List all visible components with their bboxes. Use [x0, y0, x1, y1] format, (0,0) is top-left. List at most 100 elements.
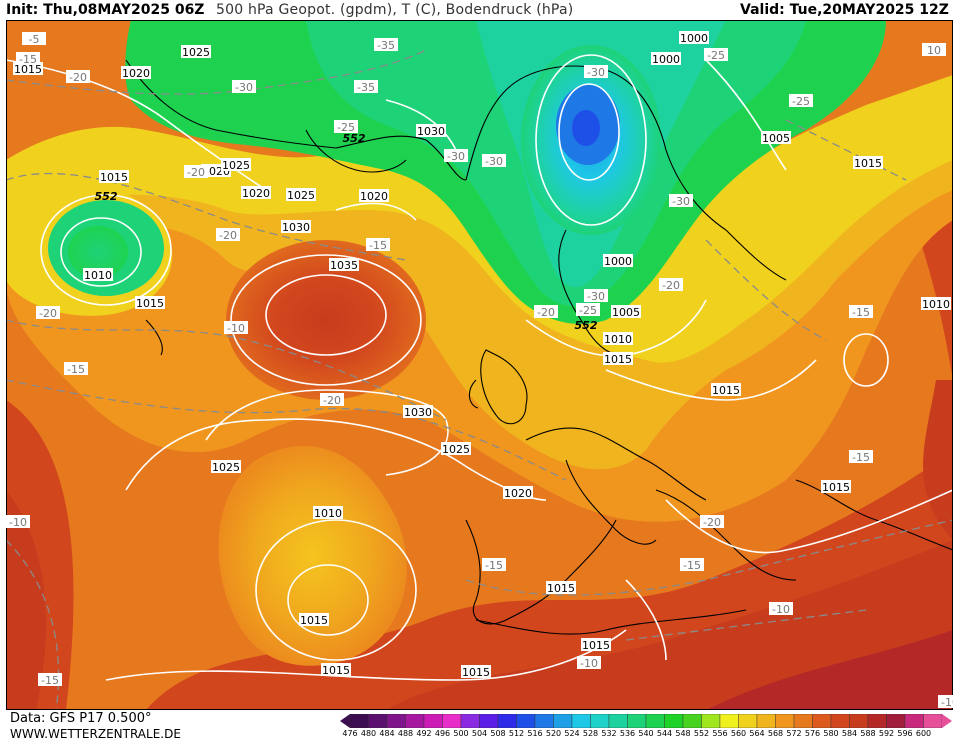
isobar-label: 1015	[13, 62, 43, 76]
legend-value-label: 540	[638, 729, 654, 738]
svg-text:-20: -20	[662, 279, 680, 292]
svg-text:10: 10	[927, 44, 941, 57]
color-legend-labels: 476 480 484 488 492 496 500 504 508 512 516 520 524 5…	[342, 729, 944, 741]
svg-text:-30: -30	[587, 66, 605, 79]
isobar-label: 1025	[441, 442, 471, 456]
isotherm-label: -30	[482, 154, 506, 168]
isobar-label: 1000	[651, 52, 681, 66]
isobar-label: 1030	[281, 220, 311, 234]
legend-value-label: 520	[545, 729, 562, 738]
svg-text:1015: 1015	[100, 171, 128, 184]
svg-text:1025: 1025	[182, 46, 210, 59]
svg-text:-30: -30	[672, 195, 690, 208]
legend-swatch	[812, 714, 832, 728]
isobar-label: 1030	[403, 405, 433, 419]
svg-text:-30: -30	[447, 150, 465, 163]
isobar-label: 1025	[181, 45, 211, 59]
svg-text:-30: -30	[485, 155, 503, 168]
svg-text:1000: 1000	[604, 255, 632, 268]
isobar-label: 1010	[313, 506, 343, 520]
svg-text:1010: 1010	[604, 333, 632, 346]
isotherm-label: -20	[66, 70, 90, 84]
isotherm-label: -10	[577, 656, 601, 670]
website-credit: WWW.WETTERZENTRALE.DE	[10, 727, 181, 741]
svg-text:-15: -15	[19, 53, 37, 66]
isobar-label: 1010	[921, 297, 951, 311]
isotherm-label: -15	[38, 673, 62, 687]
isotherm-label: -35	[374, 38, 398, 52]
field-south-588	[386, 540, 953, 710]
isotherm-label: -30	[232, 80, 256, 94]
svg-text:1025: 1025	[222, 159, 250, 172]
weather-map-canvas: 1025 1015 1020 1020 1025 1015 1020 1025 1030 1035…	[6, 20, 953, 710]
legend-swatch	[738, 714, 758, 728]
isotherm-label: -15	[16, 52, 40, 66]
legend-swatch	[627, 714, 647, 728]
pressure-label-group: 1025 1015 1020 1020 1025 1015 1020 1025 1030 1035…	[13, 31, 951, 679]
svg-text:1015: 1015	[300, 614, 328, 627]
legend-value-label: 496	[434, 729, 451, 738]
isobar-label: 1000	[679, 31, 709, 45]
svg-text:1010: 1010	[84, 269, 112, 282]
legend-value-label: 528	[582, 729, 599, 738]
isobar-label: 1020	[359, 189, 389, 203]
isotherm-label: -10	[938, 695, 953, 709]
field-southwest-588	[6, 490, 46, 710]
isobar-label: 1025	[221, 158, 251, 172]
legend-swatch	[442, 714, 462, 728]
svg-text:-25: -25	[337, 121, 355, 134]
svg-text:-35: -35	[377, 39, 395, 52]
legend-value-label: 516	[527, 729, 543, 738]
field-south-592	[706, 630, 953, 710]
isobar-label: 1000	[603, 254, 633, 268]
svg-text:1010: 1010	[314, 507, 342, 520]
svg-text:1015: 1015	[822, 481, 850, 494]
legend-value-label: 576	[804, 729, 821, 738]
legend-value-label: 492	[416, 729, 432, 738]
isotherm-label: -25	[576, 303, 600, 317]
svg-text:1005: 1005	[612, 306, 640, 319]
isobar-label: 1015	[581, 638, 611, 652]
legend-swatch	[904, 714, 924, 728]
svg-text:-20: -20	[39, 307, 57, 320]
svg-text:1030: 1030	[282, 221, 310, 234]
isobar-label: 1015	[135, 296, 165, 310]
weather-map: 1025 1015 1020 1020 1025 1015 1020 1025 1030 1035…	[6, 20, 953, 710]
svg-text:1035: 1035	[330, 259, 358, 272]
legend-value-label: 592	[878, 729, 895, 738]
isotherm-label: 10	[922, 43, 946, 57]
legend-max-arrow	[942, 714, 952, 728]
svg-text:1025: 1025	[287, 189, 315, 202]
legend-swatch	[460, 714, 480, 728]
legend-swatch	[775, 714, 795, 728]
legend-value-label: 484	[379, 729, 395, 738]
isotherm-label: -30	[584, 65, 608, 79]
svg-text:-10: -10	[941, 696, 953, 709]
svg-text:1015: 1015	[854, 157, 882, 170]
svg-text:1015: 1015	[582, 639, 610, 652]
legend-value-label: 548	[675, 729, 691, 738]
svg-text:552: 552	[575, 319, 598, 332]
svg-text:1015: 1015	[604, 353, 632, 366]
svg-text:-15: -15	[852, 451, 870, 464]
map-frame	[6, 20, 953, 710]
isotherm-label: -15	[366, 238, 390, 252]
legend-swatch	[405, 714, 425, 728]
legend-swatch	[849, 714, 869, 728]
legend-value-label: 600	[915, 729, 932, 738]
legend-value-label: 500	[453, 729, 469, 738]
svg-text:1000: 1000	[652, 53, 680, 66]
legend-swatch	[497, 714, 517, 728]
field-yellow-band-560	[6, 75, 953, 363]
isobar-label: 1035	[329, 258, 359, 272]
legend-value-label: 544	[656, 729, 673, 738]
isobar-label: 1015	[821, 480, 851, 494]
svg-text:1020: 1020	[242, 187, 270, 200]
svg-text:552: 552	[343, 132, 366, 145]
legend-value-label: 552	[693, 729, 710, 738]
svg-text:-20: -20	[219, 229, 237, 242]
legend-swatch	[349, 714, 369, 728]
isotherm-label: -15	[849, 305, 873, 319]
svg-text:-15: -15	[485, 559, 503, 572]
legend-swatch	[479, 714, 499, 728]
